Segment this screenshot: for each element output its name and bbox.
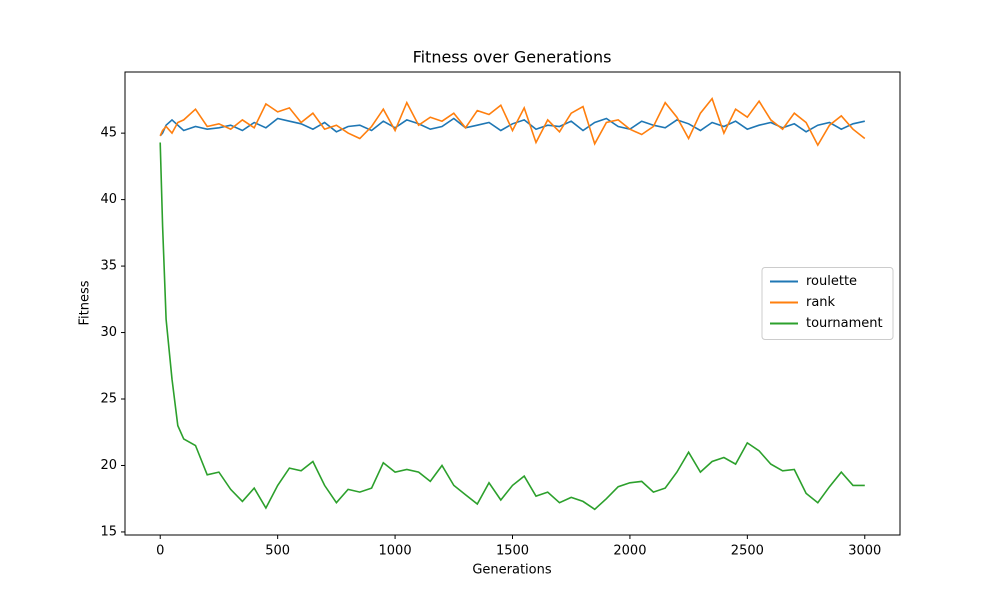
y-tick-label: 35: [100, 259, 117, 274]
legend-label: rank: [806, 295, 836, 310]
x-tick-label: 500: [265, 544, 290, 559]
y-tick-label: 20: [100, 458, 117, 473]
x-tick-label: 1000: [379, 544, 412, 559]
x-axis-label: Generations: [472, 563, 552, 578]
x-tick-label: 1500: [496, 544, 529, 559]
y-tick-label: 40: [100, 192, 117, 207]
x-tick-label: 2500: [731, 544, 764, 559]
legend: roulette rank tournament: [761, 267, 894, 340]
chart-title: Fitness over Generations: [413, 48, 612, 67]
y-tick-label: 45: [100, 126, 117, 141]
y-tick-label: 15: [100, 524, 117, 539]
y-tick-label: 30: [100, 325, 117, 340]
line-series: [159, 96, 866, 147]
legend-box: [761, 267, 894, 340]
x-tick-label: 3000: [848, 544, 881, 559]
legend-label: roulette: [806, 274, 857, 289]
plot-frame: [124, 71, 901, 536]
line-series: [159, 117, 865, 137]
y-tick-label: 25: [100, 392, 117, 407]
x-tick-label: 0: [156, 544, 164, 559]
legend-label: tournament: [806, 316, 883, 331]
x-tick-label: 2000: [613, 544, 646, 559]
y-axis-label: Fitness: [78, 280, 93, 325]
line-series: [159, 142, 865, 511]
